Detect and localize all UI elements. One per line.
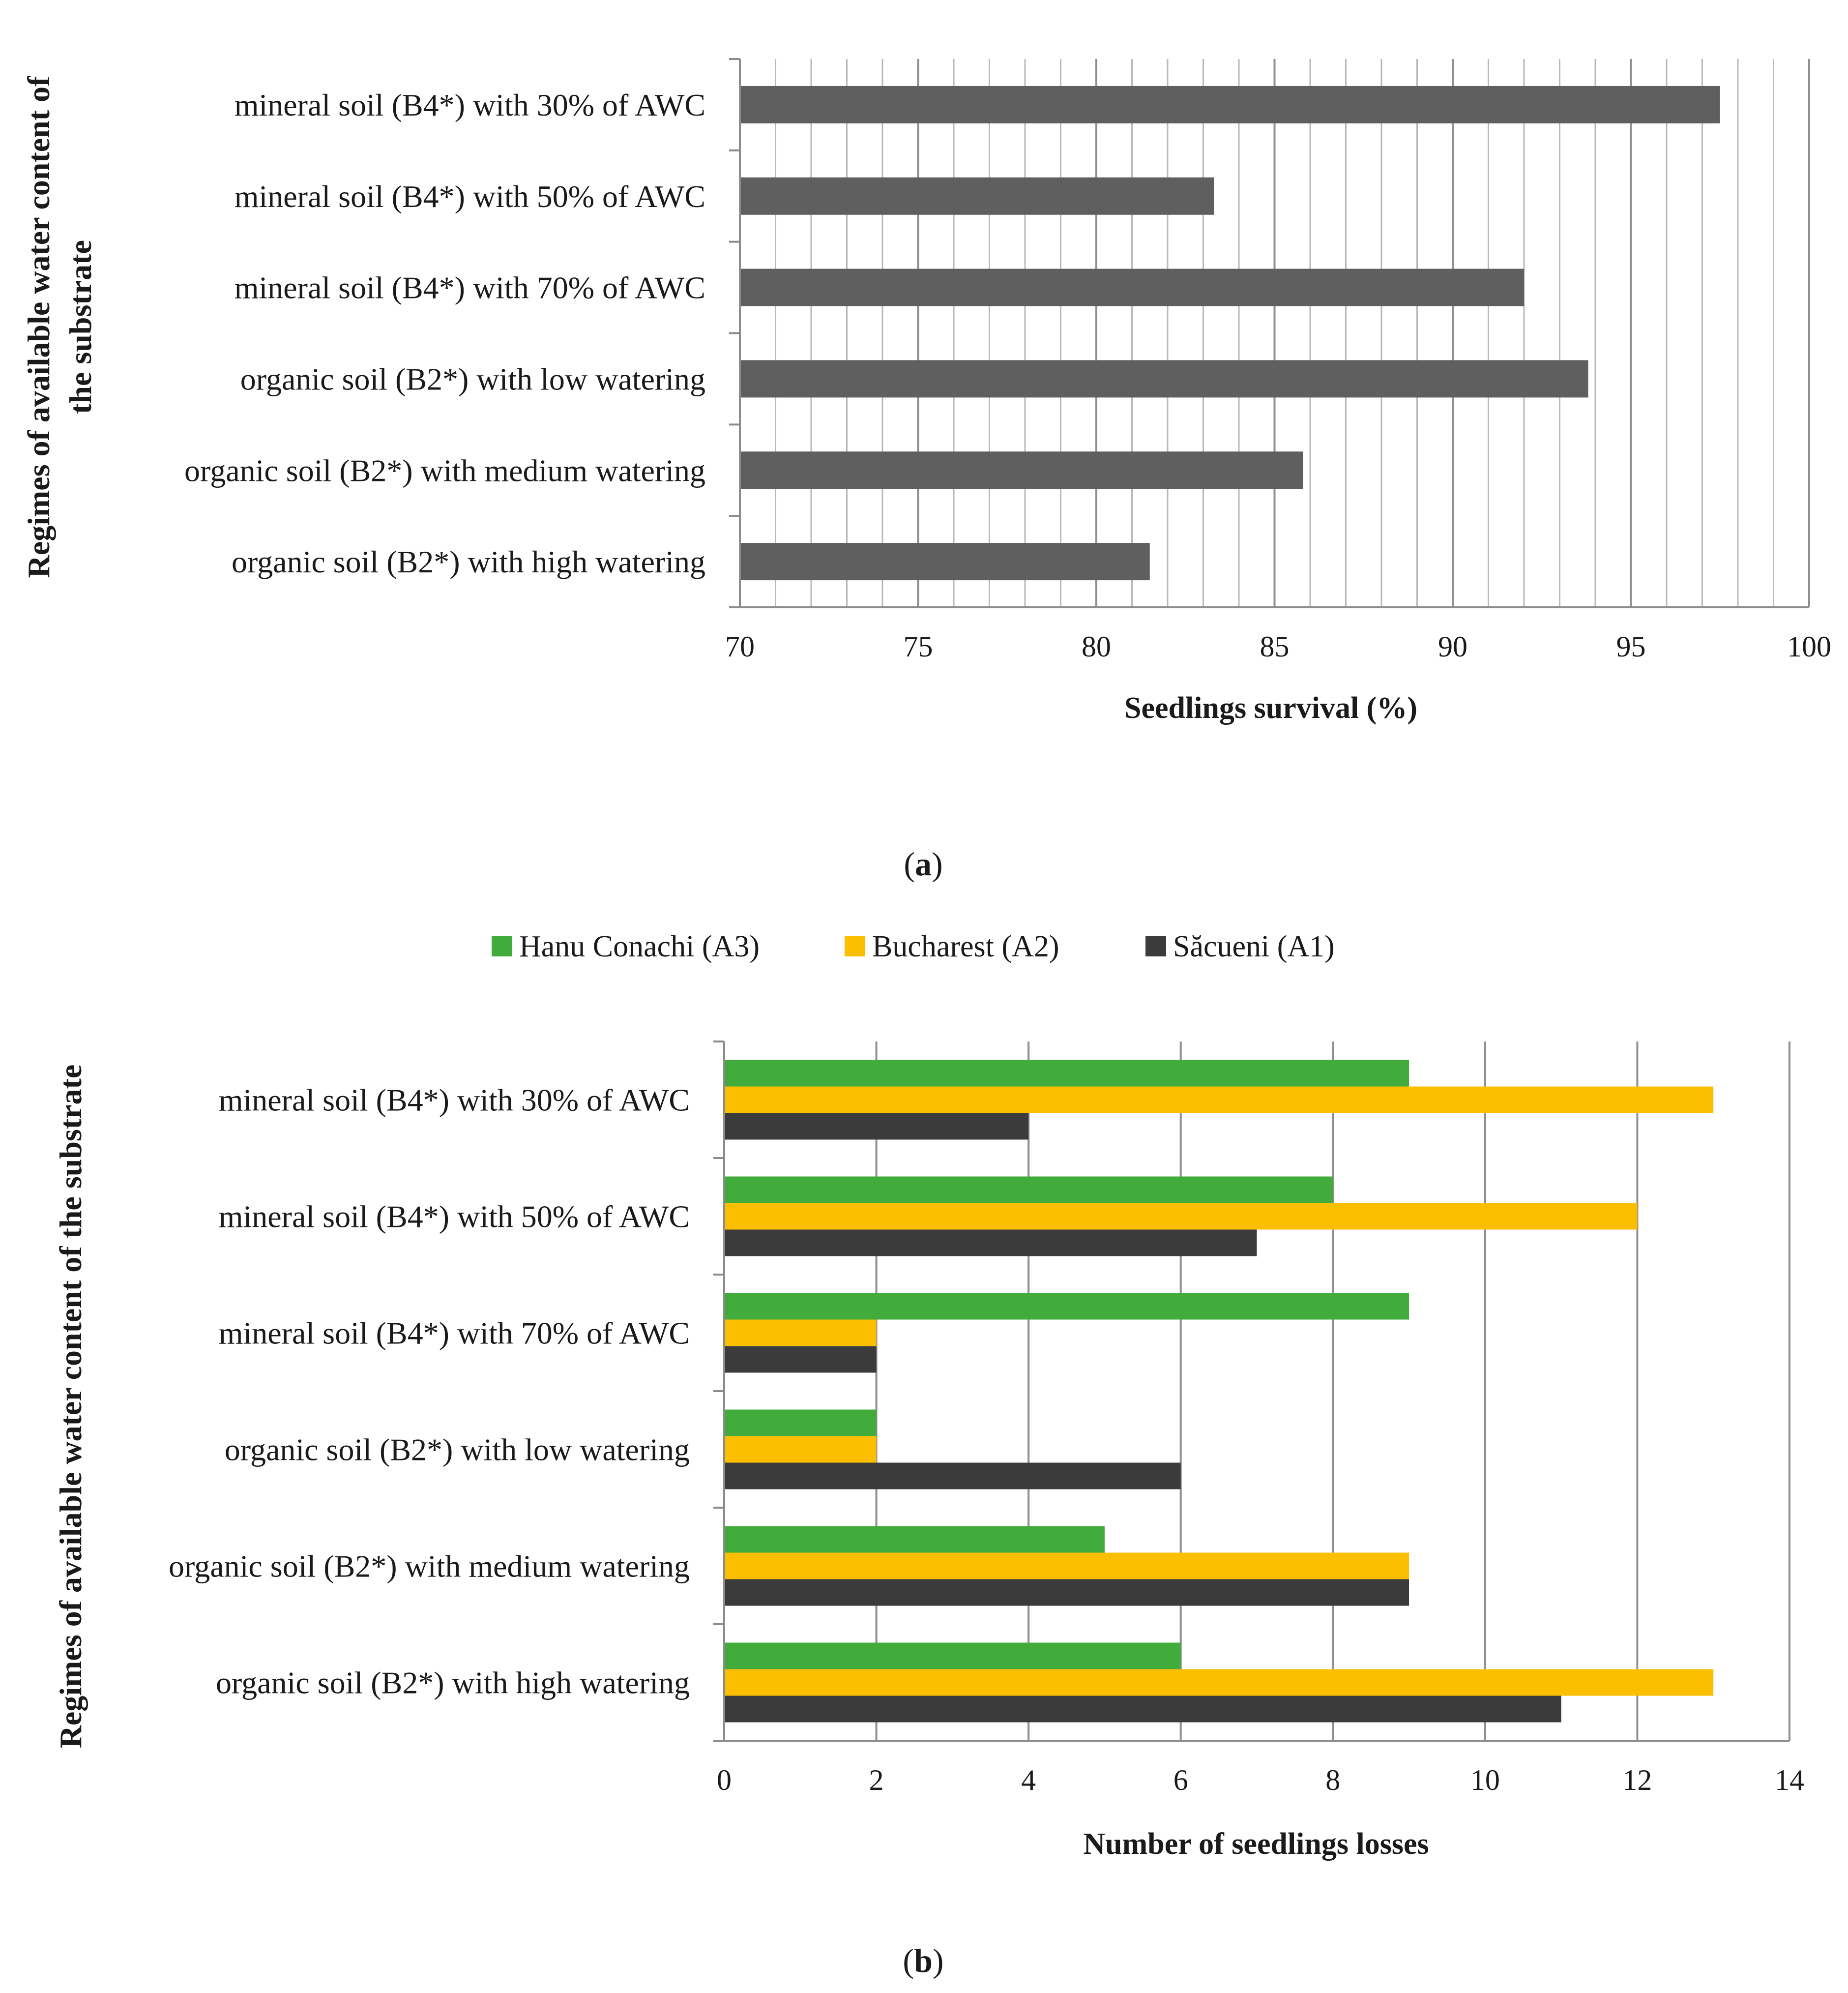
legend-swatch (1145, 936, 1166, 956)
bar-bucharest (724, 1086, 1714, 1113)
bar (740, 360, 1588, 398)
category-label: mineral soil (B4*) with 50% of AWC (219, 1199, 690, 1234)
bar (740, 86, 1720, 123)
panel-label-b: (b) (903, 1942, 943, 1979)
chart-b-legend: Hanu Conachi (A3) Bucharest (A2) Săcueni (… (492, 930, 1335, 963)
category-label: mineral soil (B4*) with 50% of AWC (235, 179, 705, 214)
category-label: organic soil (B2*) with medium watering (184, 453, 705, 488)
category-label: organic soil (B2*) with medium watering (169, 1549, 690, 1584)
bar-sacueni (724, 1346, 877, 1373)
chart-b: Hanu Conachi (A3) Bucharest (A2) Săcueni (… (53, 930, 1804, 1979)
bar-bucharest (724, 1436, 877, 1463)
chart-a-category-labels: mineral soil (B4*) with 30% of AWC minera… (184, 88, 705, 579)
bar-bucharest (724, 1319, 877, 1346)
chart-a-bars (740, 86, 1720, 581)
bar-bucharest (724, 1552, 1409, 1579)
category-label: organic soil (B2*) with low watering (225, 1432, 690, 1467)
bar-sacueni (724, 1229, 1257, 1256)
bar-hanu_conachi (724, 1060, 1409, 1087)
chart-b-y-axis-title: Regimes of available water content of th… (53, 1065, 88, 1749)
bar-bucharest (724, 1669, 1714, 1696)
x-tick-label: 95 (1616, 630, 1646, 663)
bar (740, 543, 1150, 581)
panel-label-a: (a) (904, 845, 942, 883)
category-label: mineral soil (B4*) with 30% of AWC (219, 1083, 690, 1118)
category-label: organic soil (B2*) with high watering (232, 544, 705, 579)
x-tick-label: 85 (1260, 630, 1290, 663)
chart-a-y-axis-title-line2: the substrate (63, 240, 98, 414)
x-tick-label: 100 (1787, 630, 1831, 663)
bar-hanu_conachi (724, 1176, 1333, 1203)
x-tick-label: 2 (869, 1764, 884, 1796)
chart-a-tick-labels: 70 75 80 85 90 95 100 (725, 630, 1831, 663)
bar-bucharest (724, 1203, 1638, 1230)
bar-hanu_conachi (724, 1293, 1409, 1320)
legend-label: Bucharest (A2) (872, 930, 1059, 963)
bar-sacueni (724, 1113, 1029, 1140)
category-label: mineral soil (B4*) with 70% of AWC (219, 1316, 690, 1351)
chart-b-tick-labels: 0 2 4 6 8 10 12 14 (717, 1764, 1804, 1796)
chart-b-category-labels: mineral soil (B4*) with 30% of AWC minera… (169, 1083, 690, 1700)
category-label: mineral soil (B4*) with 30% of AWC (235, 88, 705, 122)
category-label: mineral soil (B4*) with 70% of AWC (235, 270, 705, 305)
chart-a-axes (729, 58, 1809, 608)
x-tick-label: 80 (1082, 630, 1111, 663)
chart-a: mineral soil (B4*) with 30% of AWC minera… (21, 58, 1831, 883)
x-tick-label: 12 (1622, 1764, 1652, 1796)
bar (740, 177, 1214, 215)
bar (740, 268, 1524, 306)
legend-swatch (845, 936, 865, 956)
bar-sacueni (724, 1696, 1561, 1723)
x-tick-label: 75 (904, 630, 933, 663)
x-tick-label: 4 (1021, 1764, 1036, 1796)
legend-swatch (492, 936, 512, 956)
x-tick-label: 0 (717, 1764, 732, 1796)
bar-sacueni (724, 1579, 1409, 1606)
bar-hanu_conachi (724, 1409, 877, 1436)
bar-sacueni (724, 1462, 1181, 1489)
chart-b-axes (713, 1041, 1789, 1742)
chart-b-bars (724, 1060, 1714, 1723)
bar-hanu_conachi (724, 1526, 1105, 1553)
x-tick-label: 6 (1173, 1764, 1188, 1796)
category-label: organic soil (B2*) with high watering (216, 1666, 690, 1700)
chart-b-x-axis-title: Number of seedlings losses (1083, 1827, 1429, 1861)
bar-hanu_conachi (724, 1642, 1181, 1669)
x-tick-label: 8 (1325, 1764, 1340, 1796)
x-tick-label: 10 (1470, 1764, 1500, 1796)
legend-label: Săcueni (A1) (1173, 930, 1335, 963)
chart-b-gridlines (875, 1041, 1790, 1741)
legend-label: Hanu Conachi (A3) (519, 930, 760, 963)
chart-a-x-axis-title: Seedlings survival (%) (1124, 691, 1417, 725)
chart-a-gridlines (775, 59, 1810, 607)
x-tick-label: 14 (1775, 1764, 1804, 1796)
x-tick-label: 90 (1438, 630, 1467, 663)
category-label: organic soil (B2*) with low watering (240, 361, 705, 396)
x-tick-label: 70 (725, 630, 755, 663)
chart-a-y-axis-title-line1: Regimes of available water content of (21, 76, 56, 578)
bar (740, 451, 1303, 489)
